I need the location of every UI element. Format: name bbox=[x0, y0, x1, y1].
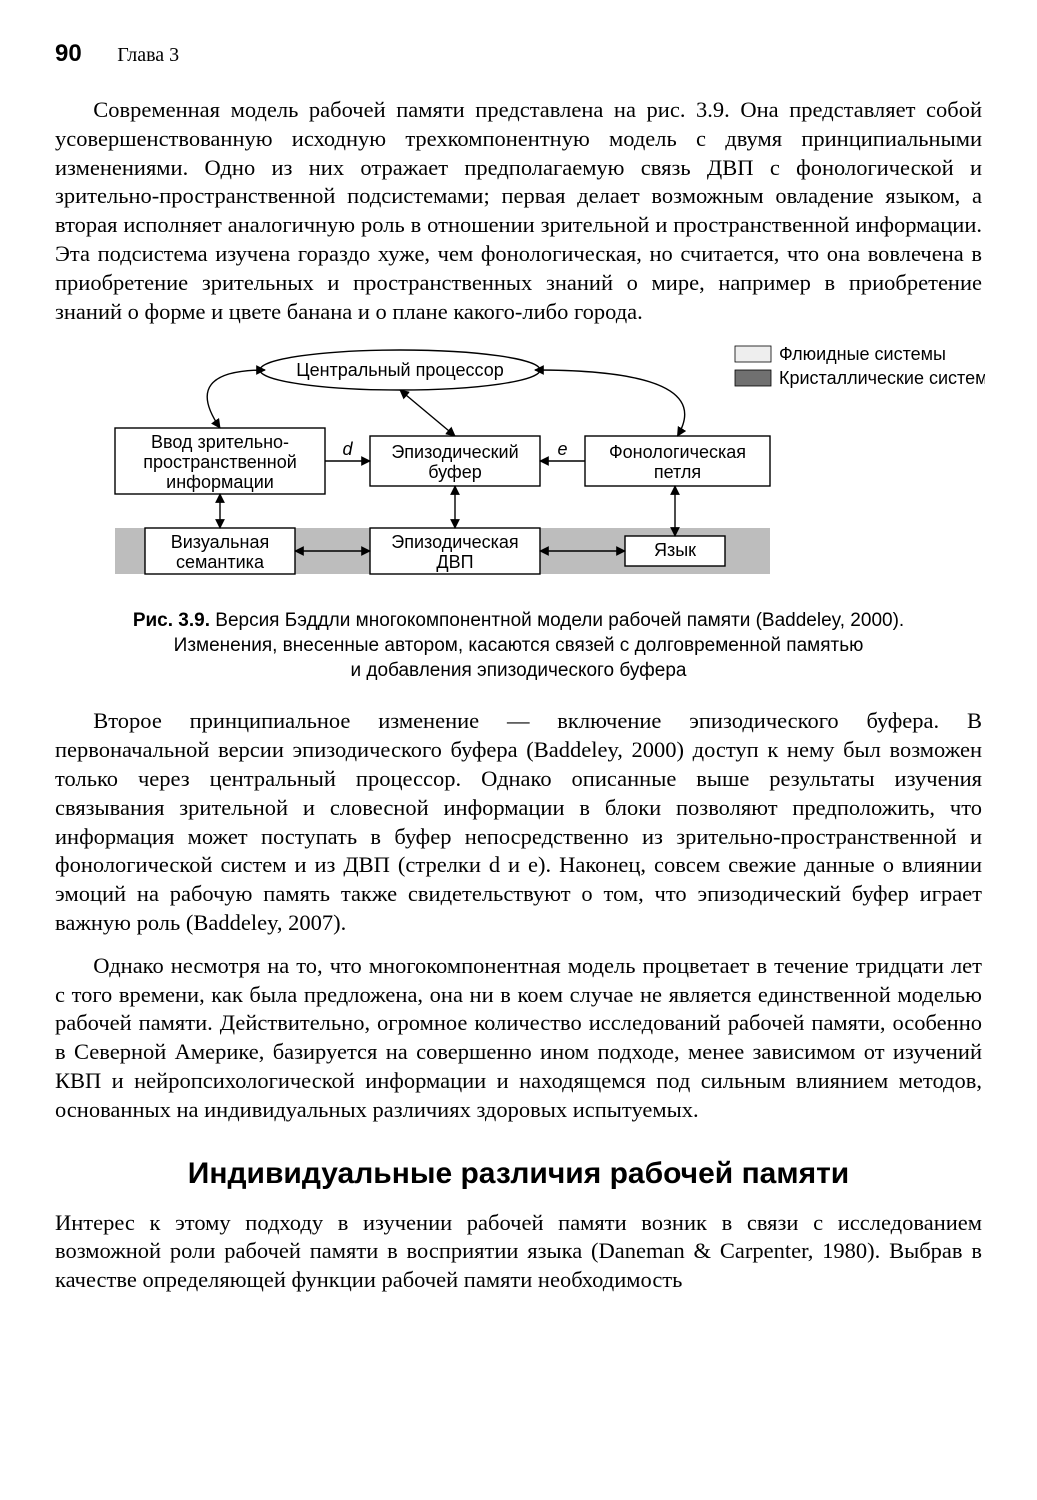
paragraph-3-text: Однако несмотря на то, что многокомпонен… bbox=[55, 953, 982, 1122]
svg-text:Эпизодический: Эпизодический bbox=[391, 442, 518, 462]
svg-text:Ввод зрительно-: Ввод зрительно- bbox=[151, 432, 289, 452]
paragraph-2: Второе принципиальное изменение — включе… bbox=[55, 707, 982, 937]
figure-caption-line3: и добавления эпизодического буфера bbox=[351, 660, 687, 681]
svg-text:Кристаллические системы: Кристаллические системы bbox=[779, 368, 985, 388]
paragraph-3: Однако несмотря на то, что многокомпонен… bbox=[55, 952, 982, 1125]
figure-number: Рис. 3.9. bbox=[133, 610, 210, 631]
svg-text:Фонологическая: Фонологическая bbox=[609, 442, 746, 462]
svg-text:информации: информации bbox=[166, 472, 274, 492]
page: 90 Глава 3 Современная модель рабочей па… bbox=[0, 0, 1037, 1350]
page-header: 90 Глава 3 bbox=[55, 40, 982, 68]
svg-text:Язык: Язык bbox=[654, 540, 696, 560]
paragraph-2-text: Второе принципиальное изменение — включе… bbox=[55, 708, 982, 935]
svg-text:буфер: буфер bbox=[428, 462, 482, 482]
svg-text:Эпизодическая: Эпизодическая bbox=[391, 532, 518, 552]
figure-3-9-caption: Рис. 3.9. Версия Бэддли многокомпонентно… bbox=[55, 609, 982, 683]
svg-text:Визуальная: Визуальная bbox=[171, 532, 270, 552]
paragraph-4-text: Интерес к этому подходу в изучении рабоч… bbox=[55, 1210, 982, 1293]
page-number: 90 bbox=[55, 40, 82, 67]
svg-text:семантика: семантика bbox=[176, 552, 265, 572]
svg-text:Центральный процессор: Центральный процессор bbox=[296, 360, 503, 380]
svg-text:Флюидные системы: Флюидные системы bbox=[779, 344, 946, 364]
section-heading: Индивидуальные различия рабочей памяти bbox=[55, 1157, 982, 1191]
figure-caption-line2: Изменения, внесенные автором, касаются с… bbox=[174, 635, 864, 656]
svg-text:d: d bbox=[342, 439, 353, 459]
chapter-label: Глава 3 bbox=[117, 44, 179, 66]
figure-caption-line1: Версия Бэддли многокомпонентной модели р… bbox=[215, 610, 904, 631]
svg-text:пространственной: пространственной bbox=[143, 452, 297, 472]
paragraph-4: Интерес к этому подходу в изучении рабоч… bbox=[55, 1209, 982, 1295]
svg-text:ДВП: ДВП bbox=[436, 552, 473, 572]
svg-text:петля: петля bbox=[654, 462, 701, 482]
working-memory-diagram: Центральный процессор Флюидные системы Кри… bbox=[55, 340, 985, 590]
paragraph-1: Современная модель рабочей памяти предст… bbox=[55, 96, 982, 326]
paragraph-1-text: Современная модель рабочей памяти предст… bbox=[55, 97, 982, 324]
figure-3-9-diagram: Центральный процессор Флюидные системы Кри… bbox=[55, 340, 982, 595]
svg-text:e: e bbox=[557, 439, 567, 459]
